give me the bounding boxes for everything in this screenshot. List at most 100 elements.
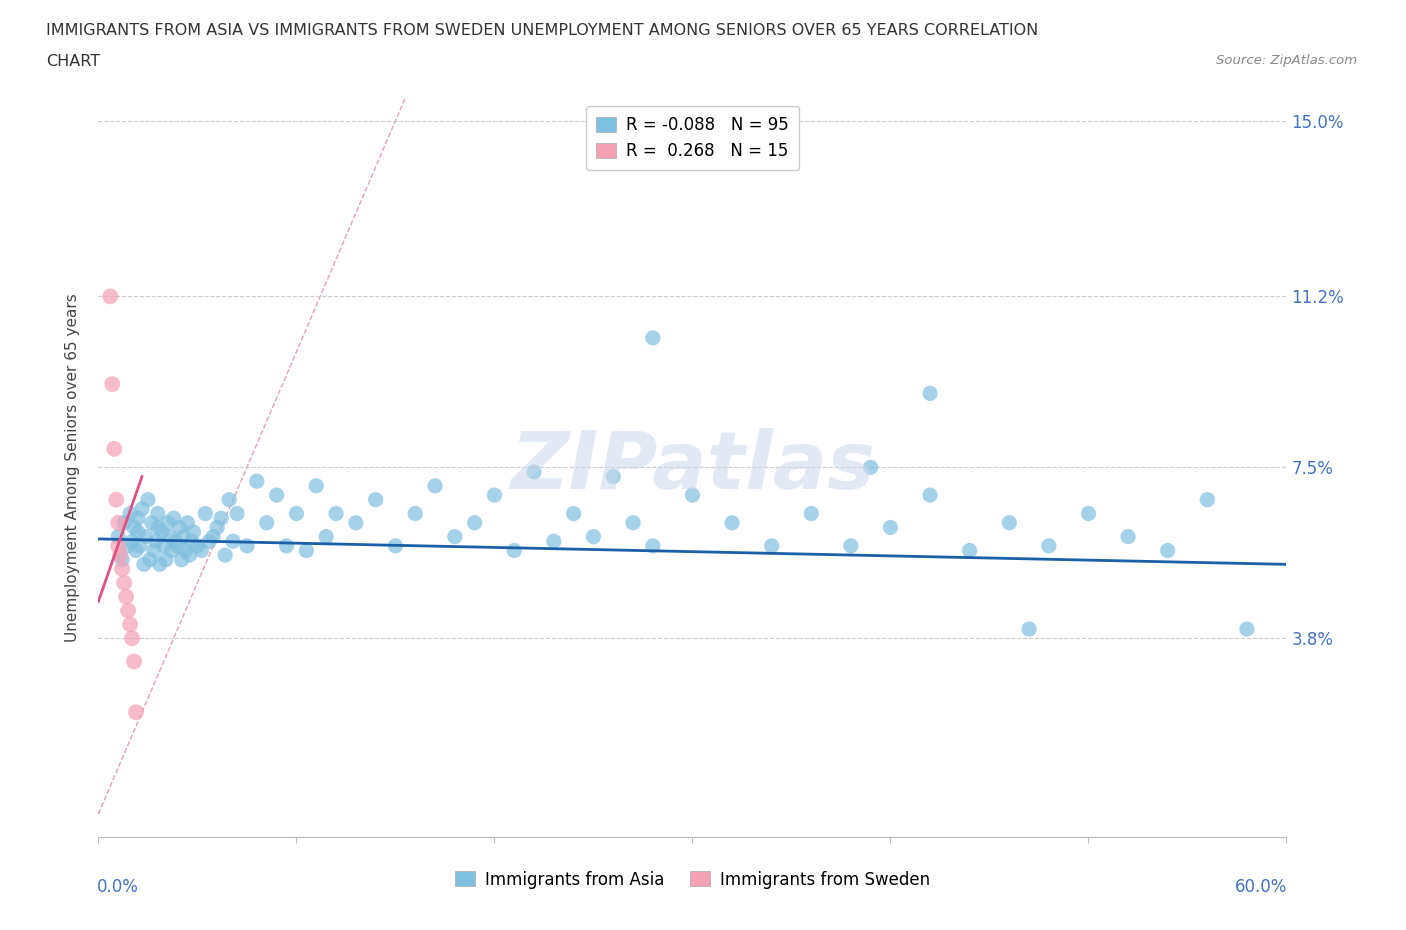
Point	[125, 705, 148, 720]
Text: 60.0%: 60.0%	[1236, 878, 1288, 896]
Point	[107, 515, 129, 530]
Point	[218, 492, 240, 507]
Point	[159, 529, 181, 544]
Point	[266, 487, 288, 502]
Point	[998, 515, 1021, 530]
Point	[111, 552, 134, 567]
Point	[205, 520, 228, 535]
Point	[621, 515, 644, 530]
Point	[135, 529, 157, 544]
Point	[165, 534, 187, 549]
Point	[125, 543, 148, 558]
Point	[150, 525, 173, 539]
Point	[142, 543, 165, 558]
Point	[103, 442, 125, 457]
Point	[423, 478, 446, 493]
Point	[404, 506, 426, 521]
Point	[152, 538, 174, 553]
Point	[117, 604, 139, 618]
Point	[384, 538, 406, 553]
Point	[132, 557, 155, 572]
Point	[131, 501, 153, 516]
Point	[246, 473, 269, 488]
Point	[155, 552, 177, 567]
Point	[121, 534, 143, 549]
Point	[920, 386, 942, 401]
Point	[582, 529, 605, 544]
Point	[444, 529, 467, 544]
Point	[194, 506, 217, 521]
Point	[800, 506, 823, 521]
Point	[364, 492, 387, 507]
Point	[120, 506, 142, 521]
Point	[166, 538, 188, 553]
Text: CHART: CHART	[46, 54, 100, 69]
Point	[112, 576, 135, 591]
Point	[602, 469, 624, 484]
Point	[305, 478, 328, 493]
Point	[169, 520, 191, 535]
Point	[484, 487, 506, 502]
Point	[107, 538, 129, 553]
Point	[121, 631, 143, 645]
Point	[641, 538, 664, 553]
Point	[163, 511, 186, 525]
Point	[256, 515, 278, 530]
Point	[136, 492, 159, 507]
Point	[129, 538, 152, 553]
Point	[115, 590, 138, 604]
Point	[1077, 506, 1099, 521]
Point	[641, 330, 664, 345]
Point	[344, 515, 367, 530]
Point	[920, 487, 942, 502]
Point	[761, 538, 783, 553]
Point	[139, 552, 162, 567]
Point	[179, 548, 201, 563]
Point	[202, 529, 225, 544]
Point	[98, 289, 121, 304]
Point	[879, 520, 901, 535]
Point	[108, 548, 131, 563]
Point	[183, 525, 205, 539]
Point	[149, 557, 172, 572]
Point	[295, 543, 318, 558]
Y-axis label: Unemployment Among Seniors over 65 years: Unemployment Among Seniors over 65 years	[65, 293, 80, 642]
Point	[198, 534, 221, 549]
Point	[160, 543, 183, 558]
Text: Source: ZipAtlas.com: Source: ZipAtlas.com	[1216, 54, 1357, 67]
Point	[315, 529, 337, 544]
Point	[120, 617, 142, 631]
Point	[222, 534, 245, 549]
Point	[523, 464, 546, 479]
Point	[174, 543, 197, 558]
Point	[146, 506, 169, 521]
Point	[562, 506, 585, 521]
Point	[105, 492, 128, 507]
Point	[112, 515, 135, 530]
Point	[681, 487, 703, 502]
Point	[180, 534, 202, 549]
Point	[141, 515, 163, 530]
Point	[276, 538, 298, 553]
Point	[111, 562, 134, 577]
Point	[173, 529, 195, 544]
Point	[127, 525, 149, 539]
Point	[839, 538, 862, 553]
Point	[1156, 543, 1178, 558]
Point	[236, 538, 259, 553]
Point	[101, 377, 124, 392]
Point	[1236, 621, 1258, 636]
Point	[503, 543, 526, 558]
Point	[156, 515, 179, 530]
Point	[285, 506, 308, 521]
Point	[859, 460, 882, 474]
Point	[122, 520, 145, 535]
Text: IMMIGRANTS FROM ASIA VS IMMIGRANTS FROM SWEDEN UNEMPLOYMENT AMONG SENIORS OVER 6: IMMIGRANTS FROM ASIA VS IMMIGRANTS FROM …	[46, 23, 1039, 38]
Point	[170, 552, 193, 567]
Point	[226, 506, 249, 521]
Point	[214, 548, 236, 563]
Point	[146, 520, 169, 535]
Point	[127, 511, 149, 525]
Point	[107, 529, 129, 544]
Point	[1038, 538, 1060, 553]
